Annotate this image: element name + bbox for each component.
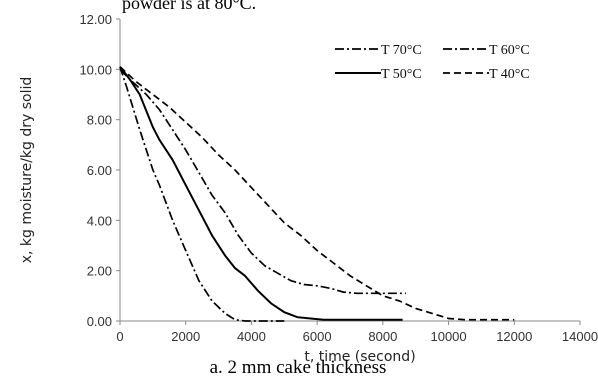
- y-tick-label: 0.00: [87, 314, 112, 329]
- x-axis-label: t, time (second): [304, 349, 415, 365]
- y-tick-label: 10.00: [79, 62, 112, 77]
- series-line-4: [119, 66, 515, 321]
- top-text: powder is at 80°C.: [122, 0, 256, 13]
- legend: T 70°C T 60°C T 50°C T 40°C: [335, 43, 530, 82]
- y-tick-label: 2.00: [87, 264, 112, 279]
- x-tick-labels: 0 2000 4000 6000 8000 10000 12000 14000: [116, 329, 598, 344]
- x-tick-label: 10000: [430, 329, 466, 344]
- x-tick-label: 2000: [171, 329, 200, 344]
- legend-label: T 50°C: [381, 67, 422, 82]
- y-tick-label: 8.00: [87, 113, 112, 128]
- axes: [116, 18, 581, 325]
- legend-label: T 70°C: [381, 43, 422, 58]
- x-tick-label: 8000: [368, 329, 397, 344]
- y-tick-label: 6.00: [87, 163, 112, 178]
- y-tick-label: 4.00: [87, 213, 112, 228]
- y-axis-label: x, kg moisture/kg dry solid: [19, 77, 35, 264]
- series-lines: [119, 66, 515, 322]
- figure-caption: a. 2 mm cake thickness: [210, 357, 387, 378]
- x-tick-label: 14000: [562, 329, 598, 344]
- series-line-3: [119, 66, 403, 321]
- x-tick-label: 6000: [303, 329, 332, 344]
- x-tick-label: 4000: [237, 329, 266, 344]
- series-line-2: [119, 68, 406, 295]
- y-tick-labels: 0.00 2.00 4.00 6.00 8.00 10.00 12.00: [79, 12, 112, 329]
- x-tick-label: 12000: [496, 329, 532, 344]
- x-tick-label: 0: [116, 329, 123, 344]
- legend-label: T 40°C: [489, 67, 530, 82]
- legend-label: T 60°C: [489, 43, 530, 58]
- series-line-1: [119, 66, 285, 322]
- y-tick-label: 12.00: [79, 12, 112, 27]
